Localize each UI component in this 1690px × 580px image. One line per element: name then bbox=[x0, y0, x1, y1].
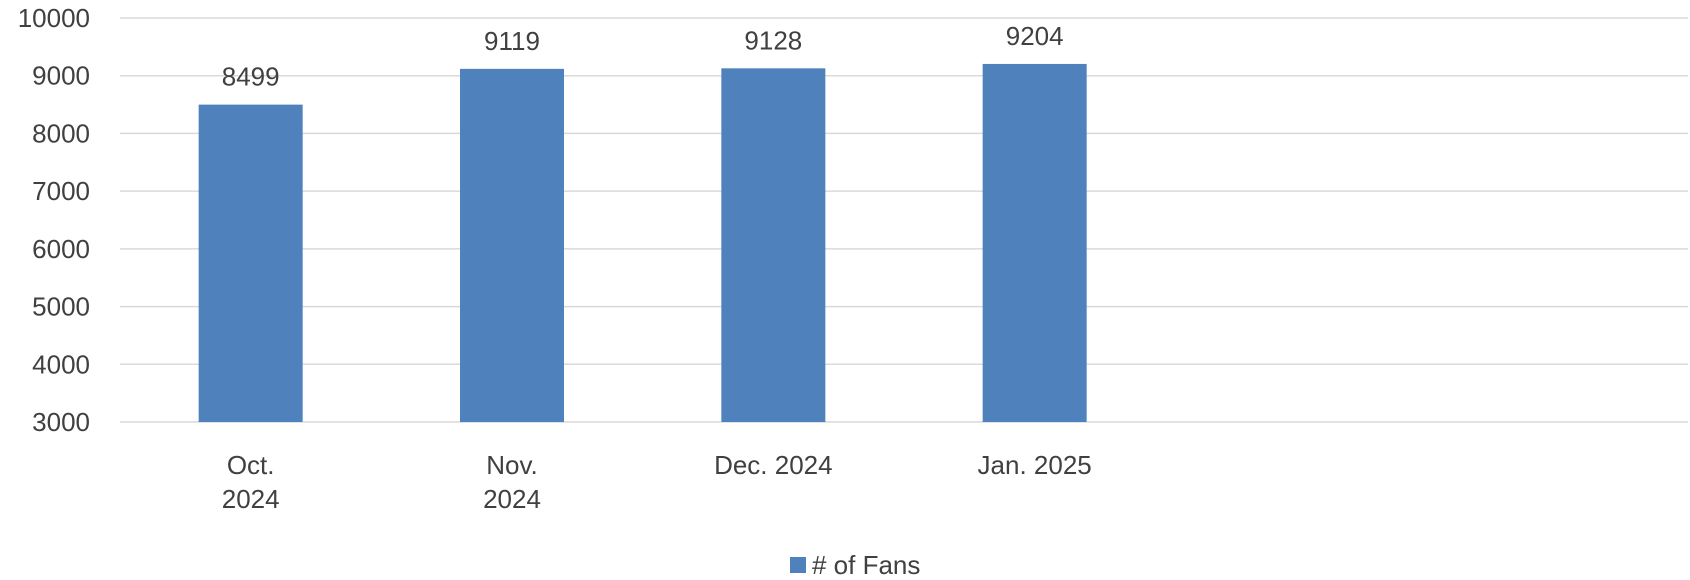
data-label: 9128 bbox=[744, 25, 802, 55]
bar bbox=[721, 68, 826, 423]
bar bbox=[982, 63, 1087, 422]
legend-label: # of Fans bbox=[812, 550, 920, 580]
x-tick-label: Nov. 2024 bbox=[483, 450, 541, 514]
bar bbox=[198, 104, 303, 422]
y-tick-label: 10000 bbox=[18, 3, 90, 33]
y-tick-label: 5000 bbox=[32, 292, 90, 322]
bar bbox=[460, 68, 564, 422]
y-tick-label: 9000 bbox=[32, 61, 90, 91]
y-tick-label: 7000 bbox=[32, 176, 90, 206]
x-tick-label: Jan. 2025 bbox=[978, 450, 1092, 480]
x-tick-label: Dec. 2024 bbox=[714, 450, 833, 480]
x-axis-tick-labels: Oct. 2024 Nov. 2024 Dec. 2024 Jan. 2025 bbox=[222, 450, 1092, 514]
bars bbox=[198, 63, 1087, 423]
data-label: 9204 bbox=[1006, 21, 1064, 51]
legend: # of Fans bbox=[790, 550, 920, 580]
data-label: 8499 bbox=[222, 62, 280, 92]
legend-swatch bbox=[790, 557, 806, 573]
y-tick-label: 4000 bbox=[32, 349, 90, 379]
data-label: 9119 bbox=[484, 26, 540, 56]
y-tick-label: 6000 bbox=[32, 234, 90, 264]
gridlines bbox=[120, 17, 1688, 423]
y-tick-label: 3000 bbox=[32, 407, 90, 437]
y-tick-label: 8000 bbox=[32, 118, 90, 148]
data-labels: 8499 9119 9128 9204 bbox=[222, 21, 1064, 92]
y-axis-tick-labels: 3000 4000 5000 6000 7000 8000 9000 10000 bbox=[18, 3, 90, 437]
x-tick-label: Oct. 2024 bbox=[222, 450, 280, 514]
